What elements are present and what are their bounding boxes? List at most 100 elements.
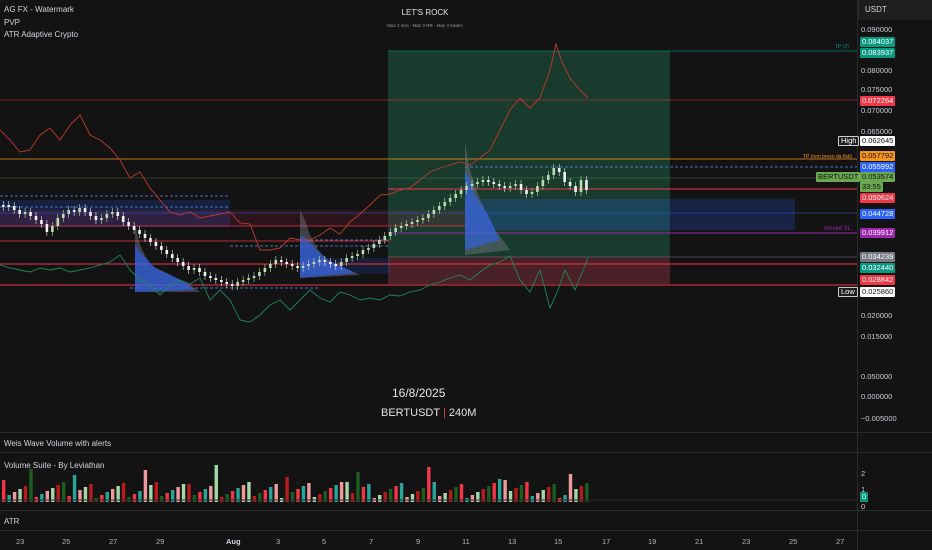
candle-body[interactable]	[198, 268, 201, 272]
candle-body[interactable]	[427, 214, 430, 218]
candle-body[interactable]	[192, 268, 196, 270]
candle-body[interactable]	[334, 264, 338, 266]
candle-body[interactable]	[269, 264, 272, 268]
candle-body[interactable]	[432, 210, 436, 214]
price-tag-sl[interactable]: 0.028842	[860, 275, 896, 285]
candle-body[interactable]	[143, 234, 147, 238]
indicator-label-pvp[interactable]: PVP	[4, 18, 21, 27]
candle-body[interactable]	[116, 212, 120, 216]
price-tag-current[interactable]: 0.053574	[860, 172, 896, 182]
candle-body[interactable]	[290, 264, 294, 266]
candle-body[interactable]	[274, 260, 278, 264]
candle-body[interactable]	[307, 264, 310, 266]
candle-body[interactable]	[138, 230, 141, 234]
candle-body[interactable]	[121, 216, 125, 222]
candle-body[interactable]	[296, 266, 299, 268]
indicator-label-watermark[interactable]: AG FX - Watermark	[4, 5, 74, 14]
candle-body[interactable]	[279, 260, 283, 262]
candle-body[interactable]	[40, 220, 43, 224]
candle-body[interactable]	[176, 258, 179, 262]
candle-body[interactable]	[487, 180, 490, 182]
candle-body[interactable]	[105, 214, 109, 218]
candle-body[interactable]	[2, 205, 5, 207]
candle-body[interactable]	[45, 224, 49, 232]
candle-body[interactable]	[372, 244, 376, 248]
candle-body[interactable]	[514, 184, 517, 186]
candle-body[interactable]	[459, 190, 463, 194]
candle-body[interactable]	[361, 250, 365, 254]
candle-body[interactable]	[497, 184, 501, 186]
candle-body[interactable]	[465, 186, 468, 190]
price-tag-low[interactable]: 0.025860	[860, 287, 896, 297]
candle-body[interactable]	[230, 284, 234, 286]
candle-body[interactable]	[154, 242, 158, 246]
candle-body[interactable]	[547, 175, 550, 180]
candle-body[interactable]	[323, 260, 327, 262]
candle-body[interactable]	[12, 206, 16, 210]
candle-body[interactable]	[585, 180, 588, 190]
price-tag-blue-dashed[interactable]: 0.055992	[860, 162, 896, 172]
symbol-tag[interactable]: BERTUSDT	[816, 172, 861, 182]
candle-body[interactable]	[78, 208, 81, 212]
candle-body[interactable]	[170, 254, 174, 258]
candle-body[interactable]	[51, 226, 54, 232]
candle-body[interactable]	[83, 208, 87, 212]
candle-body[interactable]	[394, 228, 397, 232]
candle-body[interactable]	[399, 226, 403, 228]
candle-body[interactable]	[367, 248, 370, 250]
candle-body[interactable]	[252, 276, 256, 278]
price-tag-tp-top-1[interactable]: 0.084037	[860, 37, 896, 47]
pane-label-volume[interactable]: Volume Suite - By Leviathan	[4, 461, 105, 470]
candle-body[interactable]	[301, 266, 305, 268]
price-tag-moved-sl[interactable]: 0.039912	[860, 228, 896, 238]
candle-body[interactable]	[388, 232, 392, 236]
candle-body[interactable]	[225, 282, 229, 284]
candle-body[interactable]	[312, 262, 316, 264]
candle-body[interactable]	[345, 258, 348, 262]
candle-body[interactable]	[552, 168, 556, 175]
candle-body[interactable]	[67, 210, 70, 214]
long-position-profit-zone[interactable]	[388, 51, 670, 257]
price-tag-gray[interactable]: 0.034239	[860, 252, 896, 262]
candle-body[interactable]	[405, 224, 408, 226]
candle-body[interactable]	[132, 226, 136, 230]
candle-body[interactable]	[263, 268, 267, 272]
candle-body[interactable]	[574, 186, 577, 192]
candle-body[interactable]	[203, 272, 207, 276]
candle-body[interactable]	[416, 220, 419, 222]
candle-body[interactable]	[236, 282, 239, 286]
candle-body[interactable]	[241, 280, 245, 282]
candle-body[interactable]	[519, 184, 523, 190]
candle-body[interactable]	[318, 260, 321, 262]
candle-body[interactable]	[378, 240, 381, 244]
candle-body[interactable]	[127, 222, 130, 226]
candle-body[interactable]	[536, 186, 539, 192]
candle-body[interactable]	[339, 262, 343, 266]
candle-body[interactable]	[209, 276, 212, 278]
candle-body[interactable]	[285, 262, 288, 264]
candle-body[interactable]	[530, 192, 534, 194]
price-tag-red-high[interactable]: 0.072264	[860, 96, 896, 106]
currency-selector[interactable]: USDT	[858, 0, 932, 20]
candle-body[interactable]	[29, 212, 32, 216]
candle-body[interactable]	[568, 182, 572, 186]
candle-body[interactable]	[18, 210, 21, 214]
candle-body[interactable]	[220, 280, 223, 282]
price-tag-blue[interactable]: 0.044728	[860, 209, 896, 219]
pane-label-weis[interactable]: Weis Wave Volume with alerts	[4, 439, 112, 448]
candle-body[interactable]	[165, 250, 169, 254]
long-position-loss-zone[interactable]	[388, 257, 670, 284]
candle-body[interactable]	[149, 238, 152, 242]
candle-body[interactable]	[72, 210, 76, 212]
candle-body[interactable]	[579, 180, 583, 192]
candle-body[interactable]	[470, 184, 474, 186]
candle-body[interactable]	[56, 218, 60, 226]
candle-body[interactable]	[61, 214, 65, 218]
candle-body[interactable]	[100, 218, 103, 220]
candle-body[interactable]	[454, 194, 457, 198]
candle-body[interactable]	[492, 182, 496, 184]
price-tag-green[interactable]: 0.032440	[860, 263, 896, 273]
candle-body[interactable]	[187, 266, 190, 270]
candle-body[interactable]	[525, 190, 528, 194]
candle-body[interactable]	[89, 212, 92, 216]
